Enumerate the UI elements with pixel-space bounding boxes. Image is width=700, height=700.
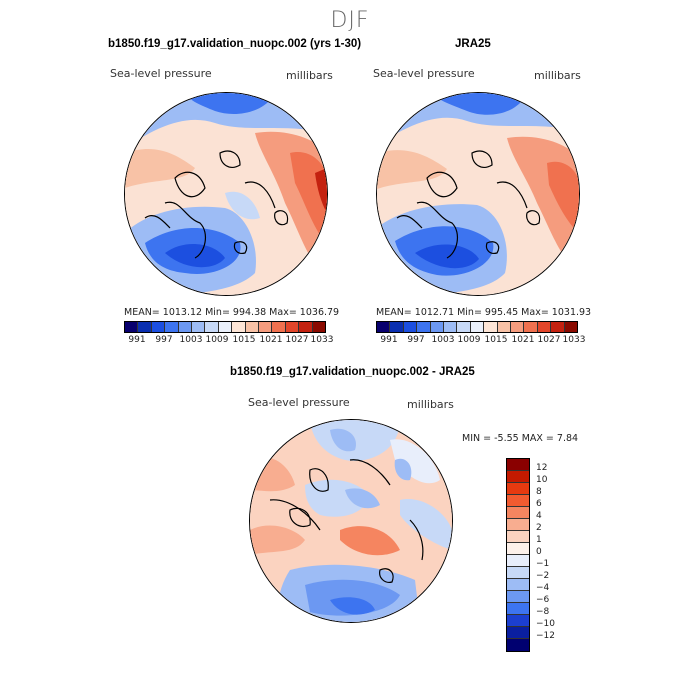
obs-units-label: millibars [534, 69, 581, 82]
obs-variable-label: Sea-level pressure [373, 67, 475, 80]
model-tick: 991 [128, 335, 146, 345]
obs-panel-title: JRA25 [455, 38, 491, 50]
diff-colorbar-label: 12 [536, 463, 548, 473]
diff-colorbar-label: 2 [536, 523, 542, 533]
obs-slp-map [376, 92, 580, 296]
model-panel-title: b1850.f19_g17.validation_nuopc.002 (yrs … [108, 38, 362, 50]
diff-colorbar-label: −4 [536, 583, 550, 593]
model-tick: 1009 [205, 335, 229, 345]
model-colorbar-ticks: 991 997 1003 1009 1015 1021 1027 1033 [124, 335, 333, 347]
model-variable-label: Sea-level pressure [110, 67, 212, 80]
obs-tick: 1033 [562, 335, 586, 345]
model-tick: 997 [155, 335, 173, 345]
diff-variable-label: Sea-level pressure [248, 396, 350, 409]
obs-tick: 1021 [511, 335, 535, 345]
diff-colorbar-label: −2 [536, 571, 550, 581]
model-stats: MEAN= 1013.12 Min= 994.38 Max= 1036.79 [124, 307, 340, 318]
model-tick: 1003 [179, 335, 203, 345]
season-title: DJF [330, 8, 370, 33]
obs-tick: 1003 [431, 335, 455, 345]
diff-colorbar-label: 4 [536, 511, 542, 521]
obs-tick: 997 [407, 335, 425, 345]
model-units-label: millibars [286, 69, 333, 82]
diff-units-label: millibars [407, 398, 454, 411]
diff-colorbar-label: 6 [536, 499, 542, 509]
diff-colorbar-label: 1 [536, 535, 542, 545]
model-slp-map [124, 92, 328, 296]
diff-colorbar-label: 8 [536, 487, 542, 497]
diff-colorbar [506, 458, 530, 652]
obs-tick: 1009 [457, 335, 481, 345]
diff-stats: MIN = -5.55 MAX = 7.84 [462, 433, 579, 444]
diff-colorbar-label: −1 [536, 559, 550, 569]
diff-colorbar-label: 10 [536, 475, 548, 485]
obs-tick: 991 [380, 335, 398, 345]
obs-colorbar [376, 321, 578, 333]
model-tick: 1033 [310, 335, 334, 345]
obs-tick: 1015 [484, 335, 508, 345]
model-tick: 1027 [285, 335, 309, 345]
diff-colorbar-label: −10 [536, 619, 555, 629]
model-tick: 1021 [259, 335, 283, 345]
diff-panel-title: b1850.f19_g17.validation_nuopc.002 - JRA… [230, 366, 475, 378]
obs-tick: 1027 [537, 335, 561, 345]
diff-colorbar-label: −8 [536, 607, 550, 617]
diff-slp-map [249, 419, 453, 623]
diff-colorbar-label: −12 [536, 631, 555, 641]
model-tick: 1015 [232, 335, 256, 345]
obs-stats: MEAN= 1012.71 Min= 995.45 Max= 1031.93 [376, 307, 592, 318]
model-colorbar [124, 321, 326, 333]
diff-colorbar-label: 0 [536, 547, 542, 557]
diff-colorbar-label: −6 [536, 595, 550, 605]
obs-colorbar-ticks: 991 997 1003 1009 1015 1021 1027 1033 [376, 335, 585, 347]
